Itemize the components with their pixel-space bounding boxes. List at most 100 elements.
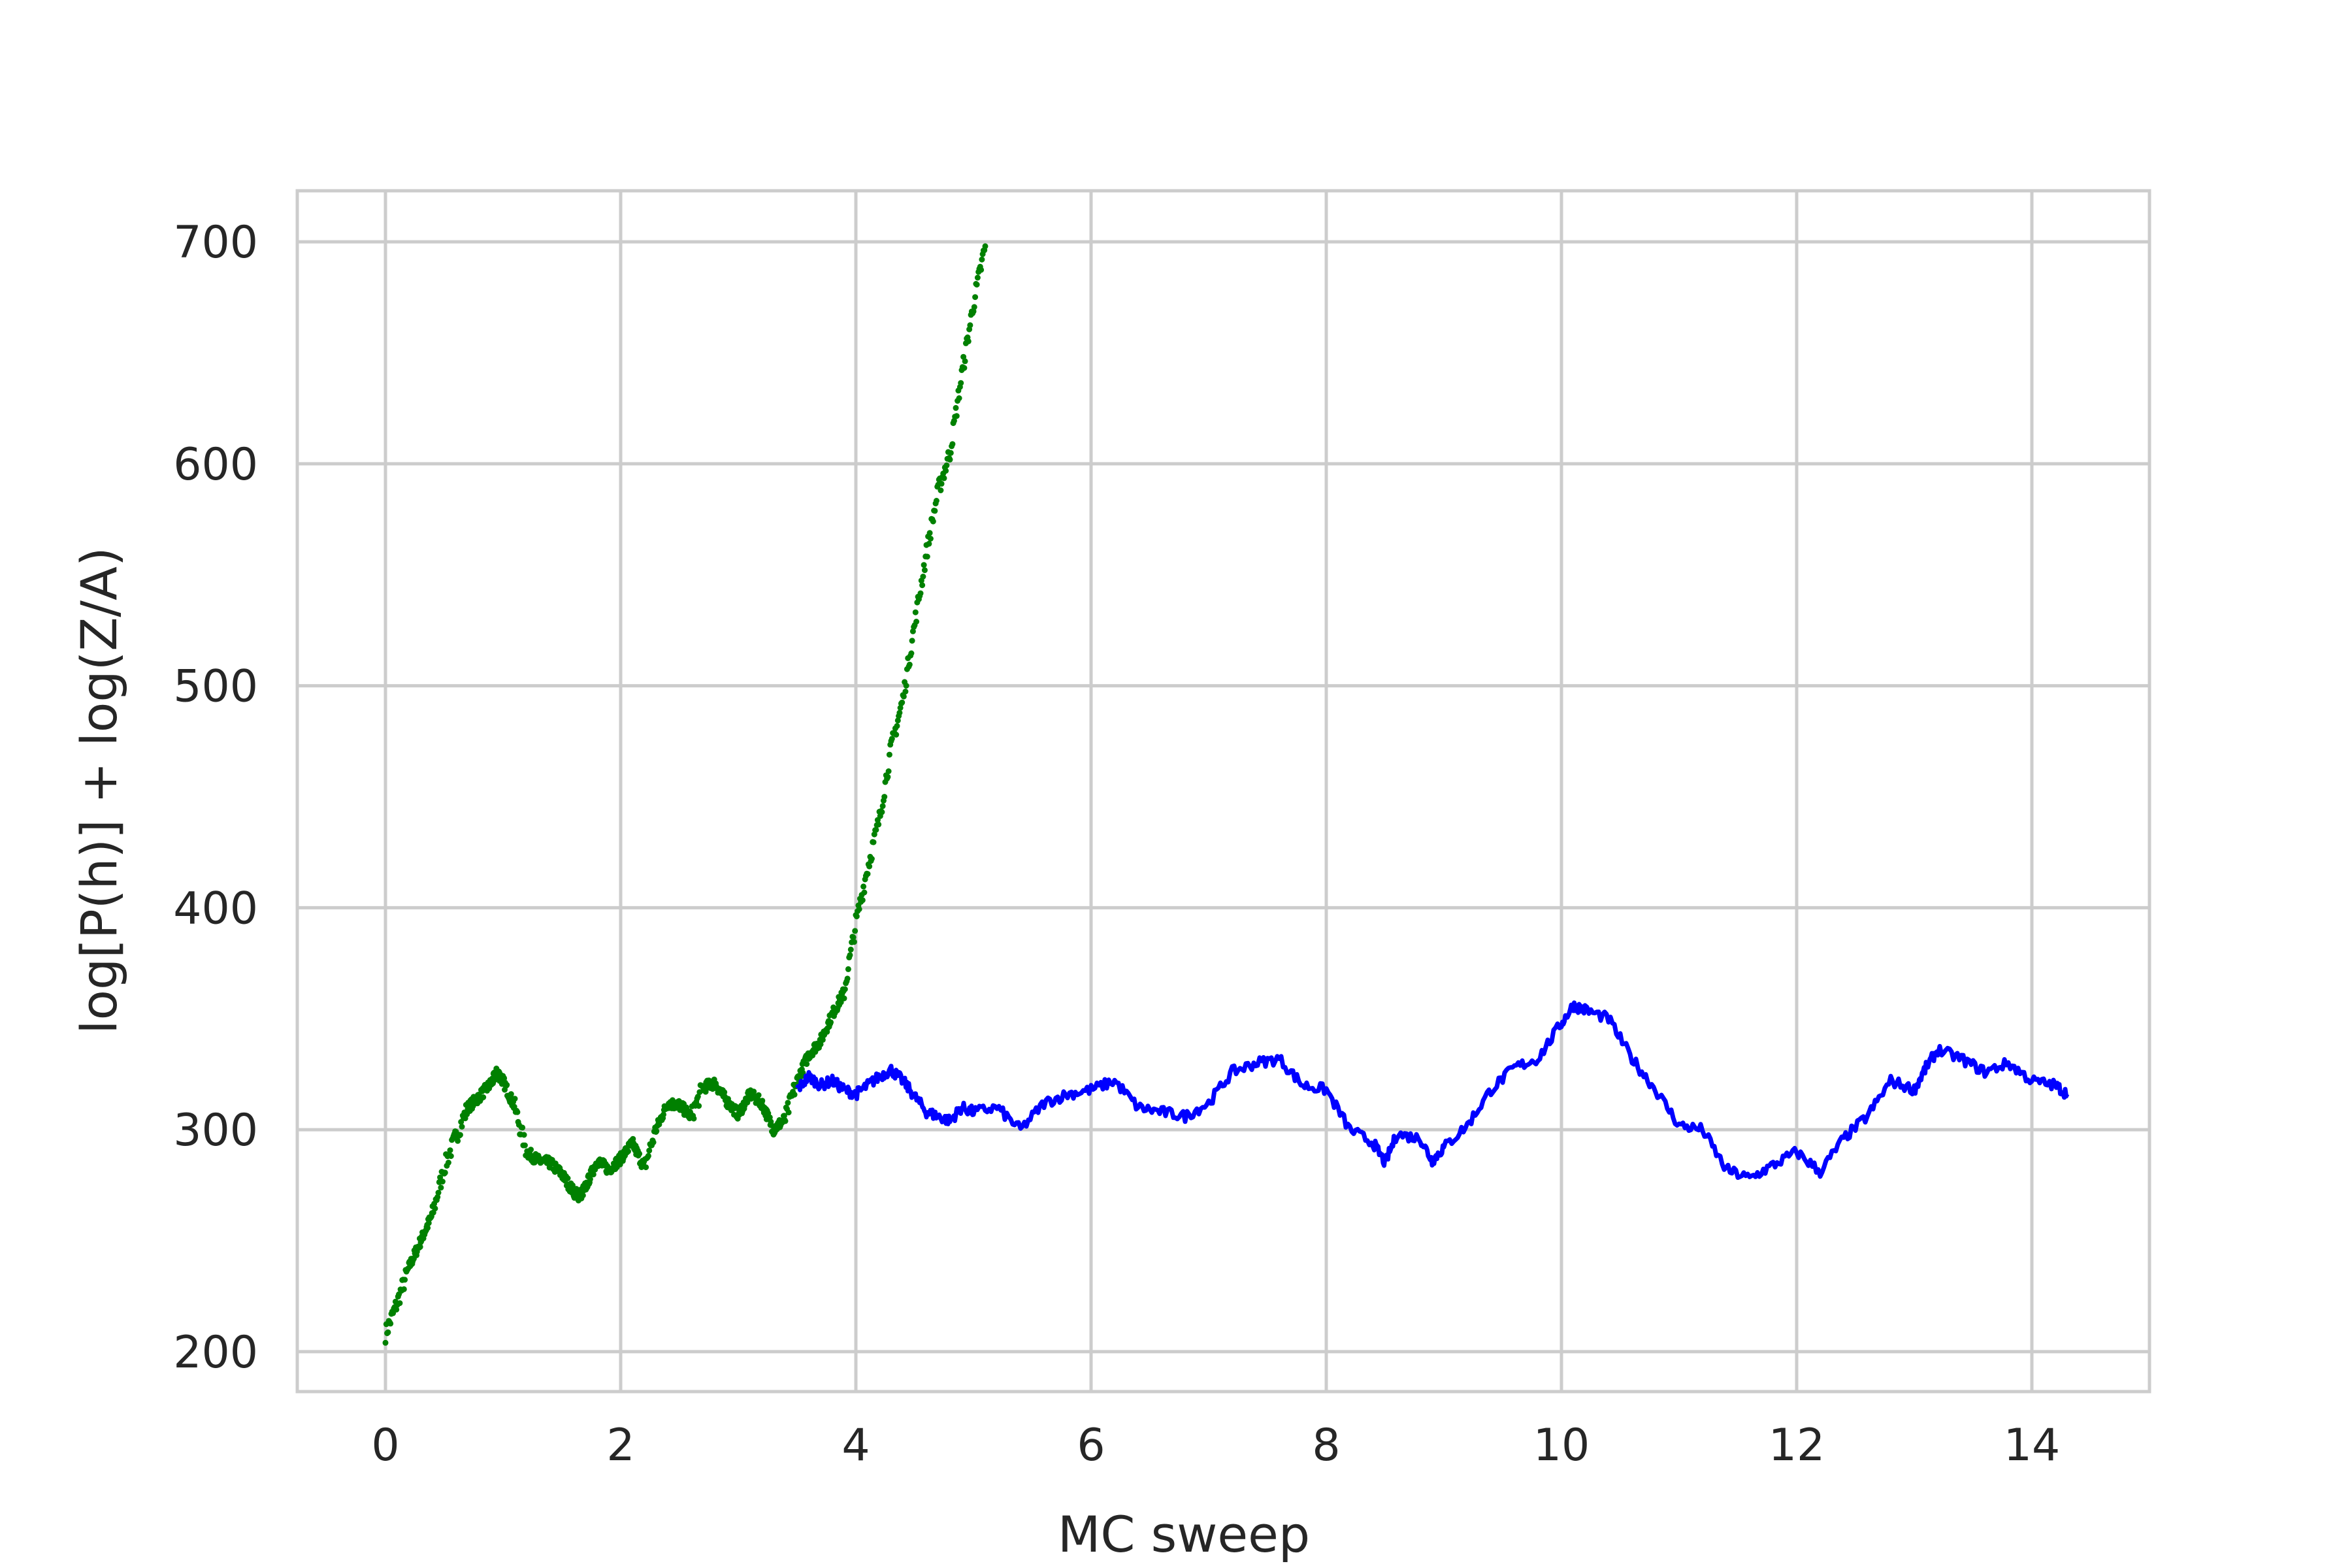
data-point xyxy=(958,380,964,386)
data-point xyxy=(445,1160,451,1166)
data-point xyxy=(850,934,857,941)
data-point xyxy=(661,1111,666,1118)
data-point xyxy=(438,1184,444,1191)
data-point xyxy=(402,1277,408,1283)
data-point xyxy=(828,1019,834,1026)
data-point xyxy=(646,1147,653,1154)
y-axis-label: log[P(h)] + log(Z/A) xyxy=(70,547,128,1034)
data-point xyxy=(382,1339,389,1346)
data-point xyxy=(782,1118,789,1124)
data-point xyxy=(838,999,844,1005)
data-point xyxy=(913,619,920,625)
data-point xyxy=(972,294,979,301)
data-point xyxy=(881,794,888,800)
data-point xyxy=(781,1113,787,1119)
data-point xyxy=(653,1128,660,1134)
data-point xyxy=(885,768,892,774)
data-point xyxy=(924,553,930,560)
data-point xyxy=(919,582,926,589)
data-point xyxy=(643,1164,649,1171)
data-point xyxy=(393,1307,400,1313)
data-point xyxy=(521,1132,527,1138)
data-point xyxy=(921,562,927,568)
data-point xyxy=(961,365,968,371)
data-point xyxy=(893,732,900,738)
data-point xyxy=(965,338,972,344)
data-point xyxy=(387,1320,394,1327)
x-tick-label: 6 xyxy=(1077,1420,1105,1471)
series-2 xyxy=(794,1000,2070,1180)
data-point xyxy=(514,1109,521,1115)
data-point xyxy=(879,803,886,809)
data-point xyxy=(909,628,916,634)
data-point xyxy=(656,1121,662,1128)
data-point xyxy=(938,480,945,487)
data-point xyxy=(930,518,936,525)
data-point xyxy=(926,540,932,547)
data-point xyxy=(447,1147,453,1154)
y-tick-labels: 200 300 400 500 600 700 xyxy=(173,217,258,1379)
data-point xyxy=(590,1171,596,1178)
data-point xyxy=(400,1286,407,1292)
data-point xyxy=(841,986,848,992)
data-point xyxy=(851,939,857,945)
data-point xyxy=(501,1075,508,1081)
data-point xyxy=(564,1175,571,1181)
data-point xyxy=(397,1300,403,1307)
data-point xyxy=(943,468,949,474)
data-point xyxy=(625,1148,631,1154)
x-tick-labels: 0 2 4 6 8 10 12 14 xyxy=(371,1420,2060,1471)
data-point xyxy=(785,1100,791,1106)
x-tick-label: 14 xyxy=(2004,1420,2061,1471)
data-point xyxy=(956,395,962,401)
data-point xyxy=(528,1147,534,1153)
data-point xyxy=(889,736,895,742)
data-point xyxy=(953,413,960,419)
data-point xyxy=(650,1139,657,1145)
series-line xyxy=(794,1000,2070,1180)
data-point xyxy=(691,1115,697,1122)
data-point xyxy=(587,1176,593,1183)
data-point xyxy=(439,1179,446,1184)
data-point xyxy=(645,1152,651,1159)
series-1 xyxy=(382,243,988,1346)
data-point xyxy=(875,821,882,828)
data-point xyxy=(861,889,868,896)
data-point xyxy=(521,1142,528,1149)
y-tick-label: 600 xyxy=(173,439,258,491)
data-point xyxy=(870,839,877,845)
grid xyxy=(297,191,2149,1392)
data-point xyxy=(759,1098,766,1104)
data-point xyxy=(949,441,956,448)
data-point xyxy=(442,1169,448,1176)
data-point xyxy=(434,1194,441,1200)
data-point xyxy=(480,1094,487,1100)
data-point xyxy=(885,774,891,780)
data-point xyxy=(873,826,879,833)
data-point xyxy=(694,1094,701,1100)
data-point xyxy=(856,906,862,913)
data-point xyxy=(921,567,928,574)
data-point xyxy=(908,650,915,657)
data-point xyxy=(435,1190,442,1196)
data-point xyxy=(847,946,854,953)
data-point xyxy=(953,404,959,411)
plot-background xyxy=(297,191,2149,1392)
data-point xyxy=(926,530,933,536)
data-point xyxy=(971,304,977,310)
data-point xyxy=(896,710,903,716)
data-point xyxy=(943,462,950,468)
data-point xyxy=(941,475,947,482)
data-point xyxy=(886,751,892,758)
data-point xyxy=(879,809,885,815)
data-point xyxy=(504,1082,510,1088)
data-point xyxy=(417,1243,423,1250)
x-axis-label: MC sweep xyxy=(1058,1505,1310,1563)
y-tick-label: 200 xyxy=(173,1327,258,1379)
data-point xyxy=(894,717,901,724)
data-point xyxy=(845,966,851,972)
y-tick-label: 700 xyxy=(173,217,258,269)
data-point xyxy=(927,536,934,542)
x-tick-label: 10 xyxy=(1533,1420,1590,1471)
